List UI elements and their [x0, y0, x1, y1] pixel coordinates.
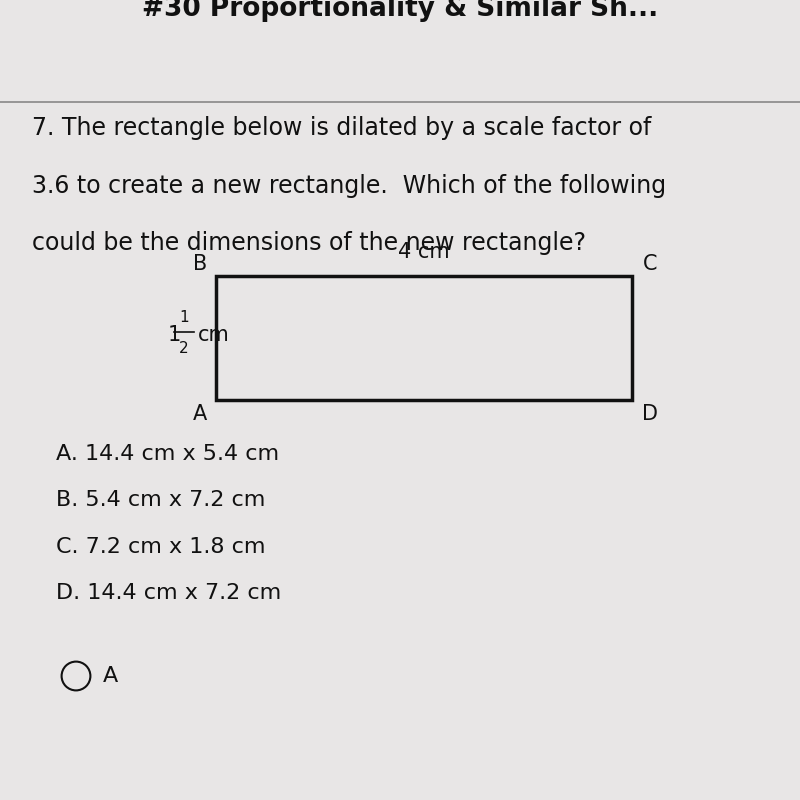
Text: could be the dimensions of the new rectangle?: could be the dimensions of the new recta…: [32, 231, 586, 255]
Text: D. 14.4 cm x 7.2 cm: D. 14.4 cm x 7.2 cm: [56, 583, 282, 603]
Text: 7. The rectangle below is dilated by a scale factor of: 7. The rectangle below is dilated by a s…: [32, 116, 651, 140]
Text: 1: 1: [179, 310, 189, 325]
Text: 4 cm: 4 cm: [398, 242, 450, 262]
Text: B: B: [193, 254, 207, 274]
Text: 1: 1: [168, 326, 182, 346]
Text: D: D: [642, 404, 658, 424]
Text: A: A: [102, 666, 118, 686]
Text: #30 Proportionality & Similar Sh...: #30 Proportionality & Similar Sh...: [142, 0, 658, 22]
Text: cm: cm: [198, 326, 230, 346]
Text: B. 5.4 cm x 7.2 cm: B. 5.4 cm x 7.2 cm: [56, 490, 266, 510]
Text: A: A: [193, 404, 207, 424]
Text: C: C: [642, 254, 657, 274]
Text: 2: 2: [179, 341, 189, 355]
Text: 3.6 to create a new rectangle.  Which of the following: 3.6 to create a new rectangle. Which of …: [32, 174, 666, 198]
Bar: [216, 276, 632, 400]
Text: C. 7.2 cm x 1.8 cm: C. 7.2 cm x 1.8 cm: [56, 537, 266, 557]
Text: A. 14.4 cm x 5.4 cm: A. 14.4 cm x 5.4 cm: [56, 444, 279, 464]
